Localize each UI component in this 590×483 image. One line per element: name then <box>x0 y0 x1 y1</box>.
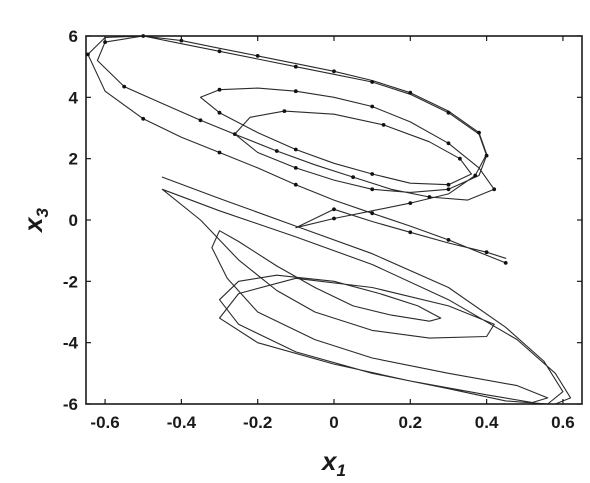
trajectory-marker <box>232 132 237 137</box>
trajectory-marker <box>477 130 481 135</box>
trajectory-marker <box>86 52 90 57</box>
trajectory-marker <box>274 149 279 153</box>
trajectory-marker <box>332 207 336 212</box>
trajectory-marker <box>492 187 497 192</box>
y-axis-ticks: -6 -4 -2 0 2 4 6 <box>63 27 582 414</box>
trajectory-marker <box>332 216 336 221</box>
trajectory-marker <box>370 211 375 216</box>
trajectory-marker <box>446 182 451 187</box>
trajectory-marker <box>503 261 508 265</box>
trajectory-marker <box>198 118 203 123</box>
y-tick-label: 6 <box>69 27 78 46</box>
trajectory-marker <box>217 150 222 155</box>
trajectory-marker <box>332 69 336 74</box>
trajectory-marker <box>408 201 413 206</box>
trajectory-marker <box>217 110 222 115</box>
trajectory-marker <box>351 175 355 180</box>
x-axis-ticks: -0.6 -0.4 -0.2 0 0.2 0.4 0.6 <box>90 36 575 432</box>
x-axis-label: x1 <box>320 446 346 480</box>
y-tick-label: 2 <box>69 150 78 169</box>
trajectory-marker <box>381 123 386 127</box>
trajectory-marker <box>446 238 451 242</box>
trajectory-marker <box>293 182 298 187</box>
x-tick-label: -0.6 <box>90 413 119 432</box>
trajectory-marker <box>446 141 451 146</box>
trajectory-marker <box>484 153 489 158</box>
trajectory-marker <box>370 104 375 109</box>
y-tick-label: -2 <box>63 272 78 291</box>
x-tick-label: -0.4 <box>167 413 197 432</box>
y-tick-label: -4 <box>63 334 79 353</box>
trajectory-marker <box>408 230 413 235</box>
trajectory-marker <box>484 250 489 255</box>
trajectory-marker <box>293 64 298 69</box>
trajectory-marker <box>293 89 298 94</box>
x-tick-label: 0.4 <box>475 413 499 432</box>
trajectory-marker <box>293 147 298 152</box>
x-tick-label: 0 <box>329 413 338 432</box>
trajectory-marker <box>408 90 413 95</box>
trajectory-marker <box>217 49 222 54</box>
trajectory-marker <box>473 173 478 178</box>
trajectory-marker <box>370 187 375 192</box>
trajectory-marker <box>446 187 451 192</box>
trajectory-marker <box>458 156 462 161</box>
trajectory-marker <box>141 116 146 121</box>
trajectory-marker <box>255 54 260 58</box>
y-tick-label: 4 <box>69 88 79 107</box>
trajectory-marker <box>370 172 375 176</box>
trajectory-layer <box>87 35 572 405</box>
trajectory-marker <box>446 110 451 115</box>
trajectory-1 <box>87 35 507 264</box>
x-tick-label: 0.2 <box>398 413 422 432</box>
trajectory-marker <box>122 84 127 89</box>
x-tick-label: -0.2 <box>243 413 272 432</box>
trajectory-marker <box>293 166 298 170</box>
y-tick-label: 0 <box>69 211 78 230</box>
trajectory-marker <box>103 40 107 44</box>
trajectory-marker <box>427 195 432 199</box>
x-tick-label: 0.6 <box>551 413 575 432</box>
y-axis-label: x3 <box>18 208 52 234</box>
trajectory-2 <box>161 176 572 405</box>
trajectory-marker <box>217 87 222 92</box>
y-tick-label: -6 <box>63 395 78 414</box>
trajectory-marker <box>370 80 375 84</box>
marker-layer <box>86 34 508 265</box>
trajectory-marker <box>282 109 287 113</box>
